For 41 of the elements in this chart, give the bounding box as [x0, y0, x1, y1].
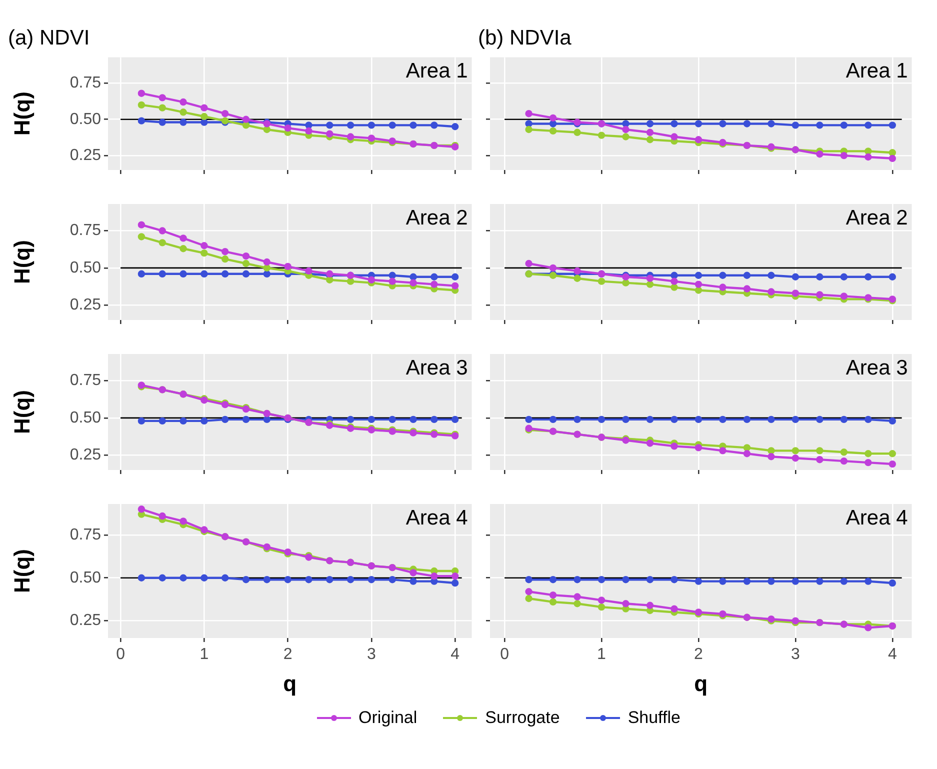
- y-tick-label: 0.25: [70, 296, 102, 314]
- annotation: Area 1: [846, 59, 908, 82]
- y-tick-label: 0.75: [70, 526, 102, 544]
- x-tick-label: 4: [450, 646, 460, 664]
- y-axis-title: H(q): [9, 549, 34, 593]
- y-tick-label: 0.50: [70, 569, 102, 586]
- annotation: Area 4: [406, 506, 468, 530]
- y-tick-label: 0.50: [70, 110, 102, 128]
- annotation: Area 3: [406, 356, 468, 380]
- x-tick-label: 1: [200, 646, 209, 664]
- legend-label: Shuffle: [628, 708, 680, 728]
- y-axis-title: H(q): [9, 92, 34, 136]
- y-tick-label: 0.75: [70, 372, 102, 390]
- legend-label: Surrogate: [485, 708, 560, 728]
- x-tick-label: 0: [500, 646, 510, 664]
- y-tick-label: 0.25: [70, 146, 102, 164]
- y-axis-title: H(q): [9, 240, 34, 284]
- x-tick-label: 4: [888, 646, 897, 664]
- annotation: Area 2: [406, 206, 468, 230]
- x-tick-label: 3: [790, 646, 800, 664]
- annotation: Area 1: [406, 59, 468, 82]
- x-tick-label: 1: [597, 646, 606, 664]
- legend-label: Original: [358, 708, 418, 728]
- x-tick-label: 2: [694, 646, 704, 664]
- annotation: Area 4: [846, 506, 908, 530]
- y-tick-label: 0.75: [70, 222, 102, 240]
- y-tick-label: 0.75: [70, 74, 102, 92]
- chart-title: (a) NDVI: [8, 26, 90, 50]
- annotation: Area 3: [846, 356, 908, 380]
- x-axis-title: q: [694, 670, 708, 696]
- y-tick-label: 0.50: [70, 409, 102, 426]
- x-tick-label: 3: [366, 646, 376, 664]
- x-tick-label: 2: [283, 646, 292, 664]
- y-tick-label: 0.25: [70, 612, 102, 630]
- x-axis-title: q: [283, 670, 297, 696]
- chart-title: (b) NDVIa: [478, 26, 572, 50]
- y-tick-label: 0.50: [70, 259, 102, 276]
- x-tick-label: 0: [116, 646, 126, 664]
- y-axis-title: H(q): [9, 390, 34, 434]
- y-tick-label: 0.25: [70, 446, 102, 464]
- annotation: Area 2: [846, 206, 908, 230]
